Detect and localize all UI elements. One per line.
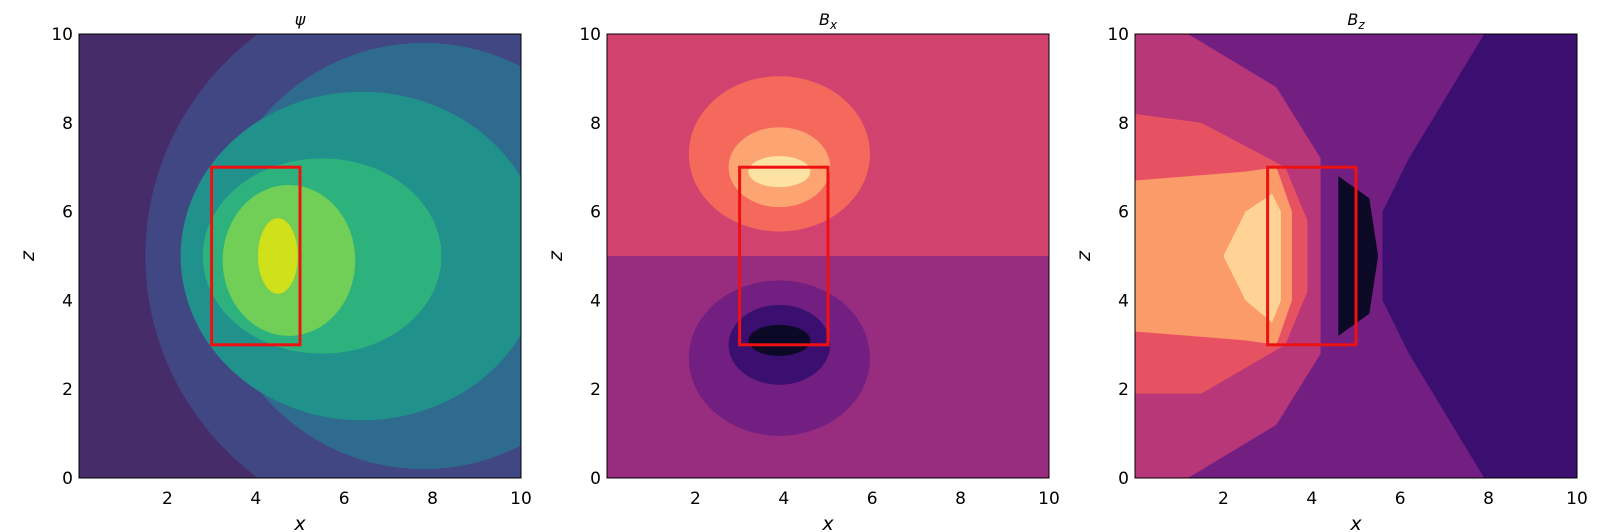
x-tick-label: 10 [1038,489,1060,509]
x-tick-label: 8 [955,489,966,509]
y-axis-label: z [545,250,567,262]
y-tick-label: 0 [62,469,73,489]
y-tick-label: 10 [1107,25,1129,45]
region-box [738,165,830,347]
x-tick-label: 6 [339,489,350,509]
contour-level-5 [748,324,811,356]
contour-fill-area [79,34,521,478]
chart-title-subscript: z [1357,18,1365,32]
y-tick-label: 4 [62,291,73,311]
y-tick-label: 4 [1118,291,1129,311]
x-tick-label: 8 [427,489,438,509]
contour-level-2 [748,156,811,188]
y-tick-label: 0 [1118,469,1129,489]
contour-level-5 [258,218,298,294]
y-tick-label: 10 [51,25,73,45]
x-tick-label: 2 [690,489,701,509]
axes-frame [1134,33,1578,479]
chart-title: Bz [1347,10,1365,32]
chart-title-subscript: x [829,18,838,32]
x-axis-label: x [821,513,834,532]
region-box [1266,165,1358,347]
contour-fill-area [607,34,1049,478]
chart-title: Bx [819,10,838,32]
y-tick-label: 6 [1118,203,1129,223]
contour-level-5 [1338,176,1379,336]
x-tick-label: 6 [1395,489,1406,509]
panel-psi: 2 4 6 8 10 0 2 4 6 8 10 x z ψ [17,10,532,532]
x-tick-label: 4 [250,489,261,509]
y-tick-label: 2 [590,380,601,400]
y-tick-label: 10 [579,25,601,45]
x-tick-label: 6 [867,489,878,509]
y-tick-label: 8 [590,114,601,134]
x-tick-label: 4 [1306,489,1317,509]
y-tick-label: 2 [1118,380,1129,400]
chart-title: ψ [295,10,306,29]
y-tick-label: 0 [590,469,601,489]
region-box [210,165,302,347]
x-tick-label: 4 [778,489,789,509]
x-tick-label: 10 [510,489,532,509]
y-tick-label: 8 [1118,114,1129,134]
y-tick-label: 2 [62,380,73,400]
x-tick-label: 2 [162,489,173,509]
y-tick-label: 6 [62,203,73,223]
y-axis-label: z [17,250,39,262]
y-tick-label: 4 [590,291,601,311]
x-tick-label: 10 [1566,489,1588,509]
x-tick-label: 2 [1218,489,1229,509]
y-axis-label: z [1073,250,1095,262]
y-tick-label: 6 [590,203,601,223]
x-axis-label: x [1349,513,1362,532]
x-tick-label: 8 [1483,489,1494,509]
panel-bx: 2 4 6 8 10 0 2 4 6 8 10 x z Bx [545,10,1060,532]
axes-frame [78,33,522,479]
axes-frame [606,33,1050,479]
x-axis-label: x [293,513,306,532]
y-tick-label: 8 [62,114,73,134]
